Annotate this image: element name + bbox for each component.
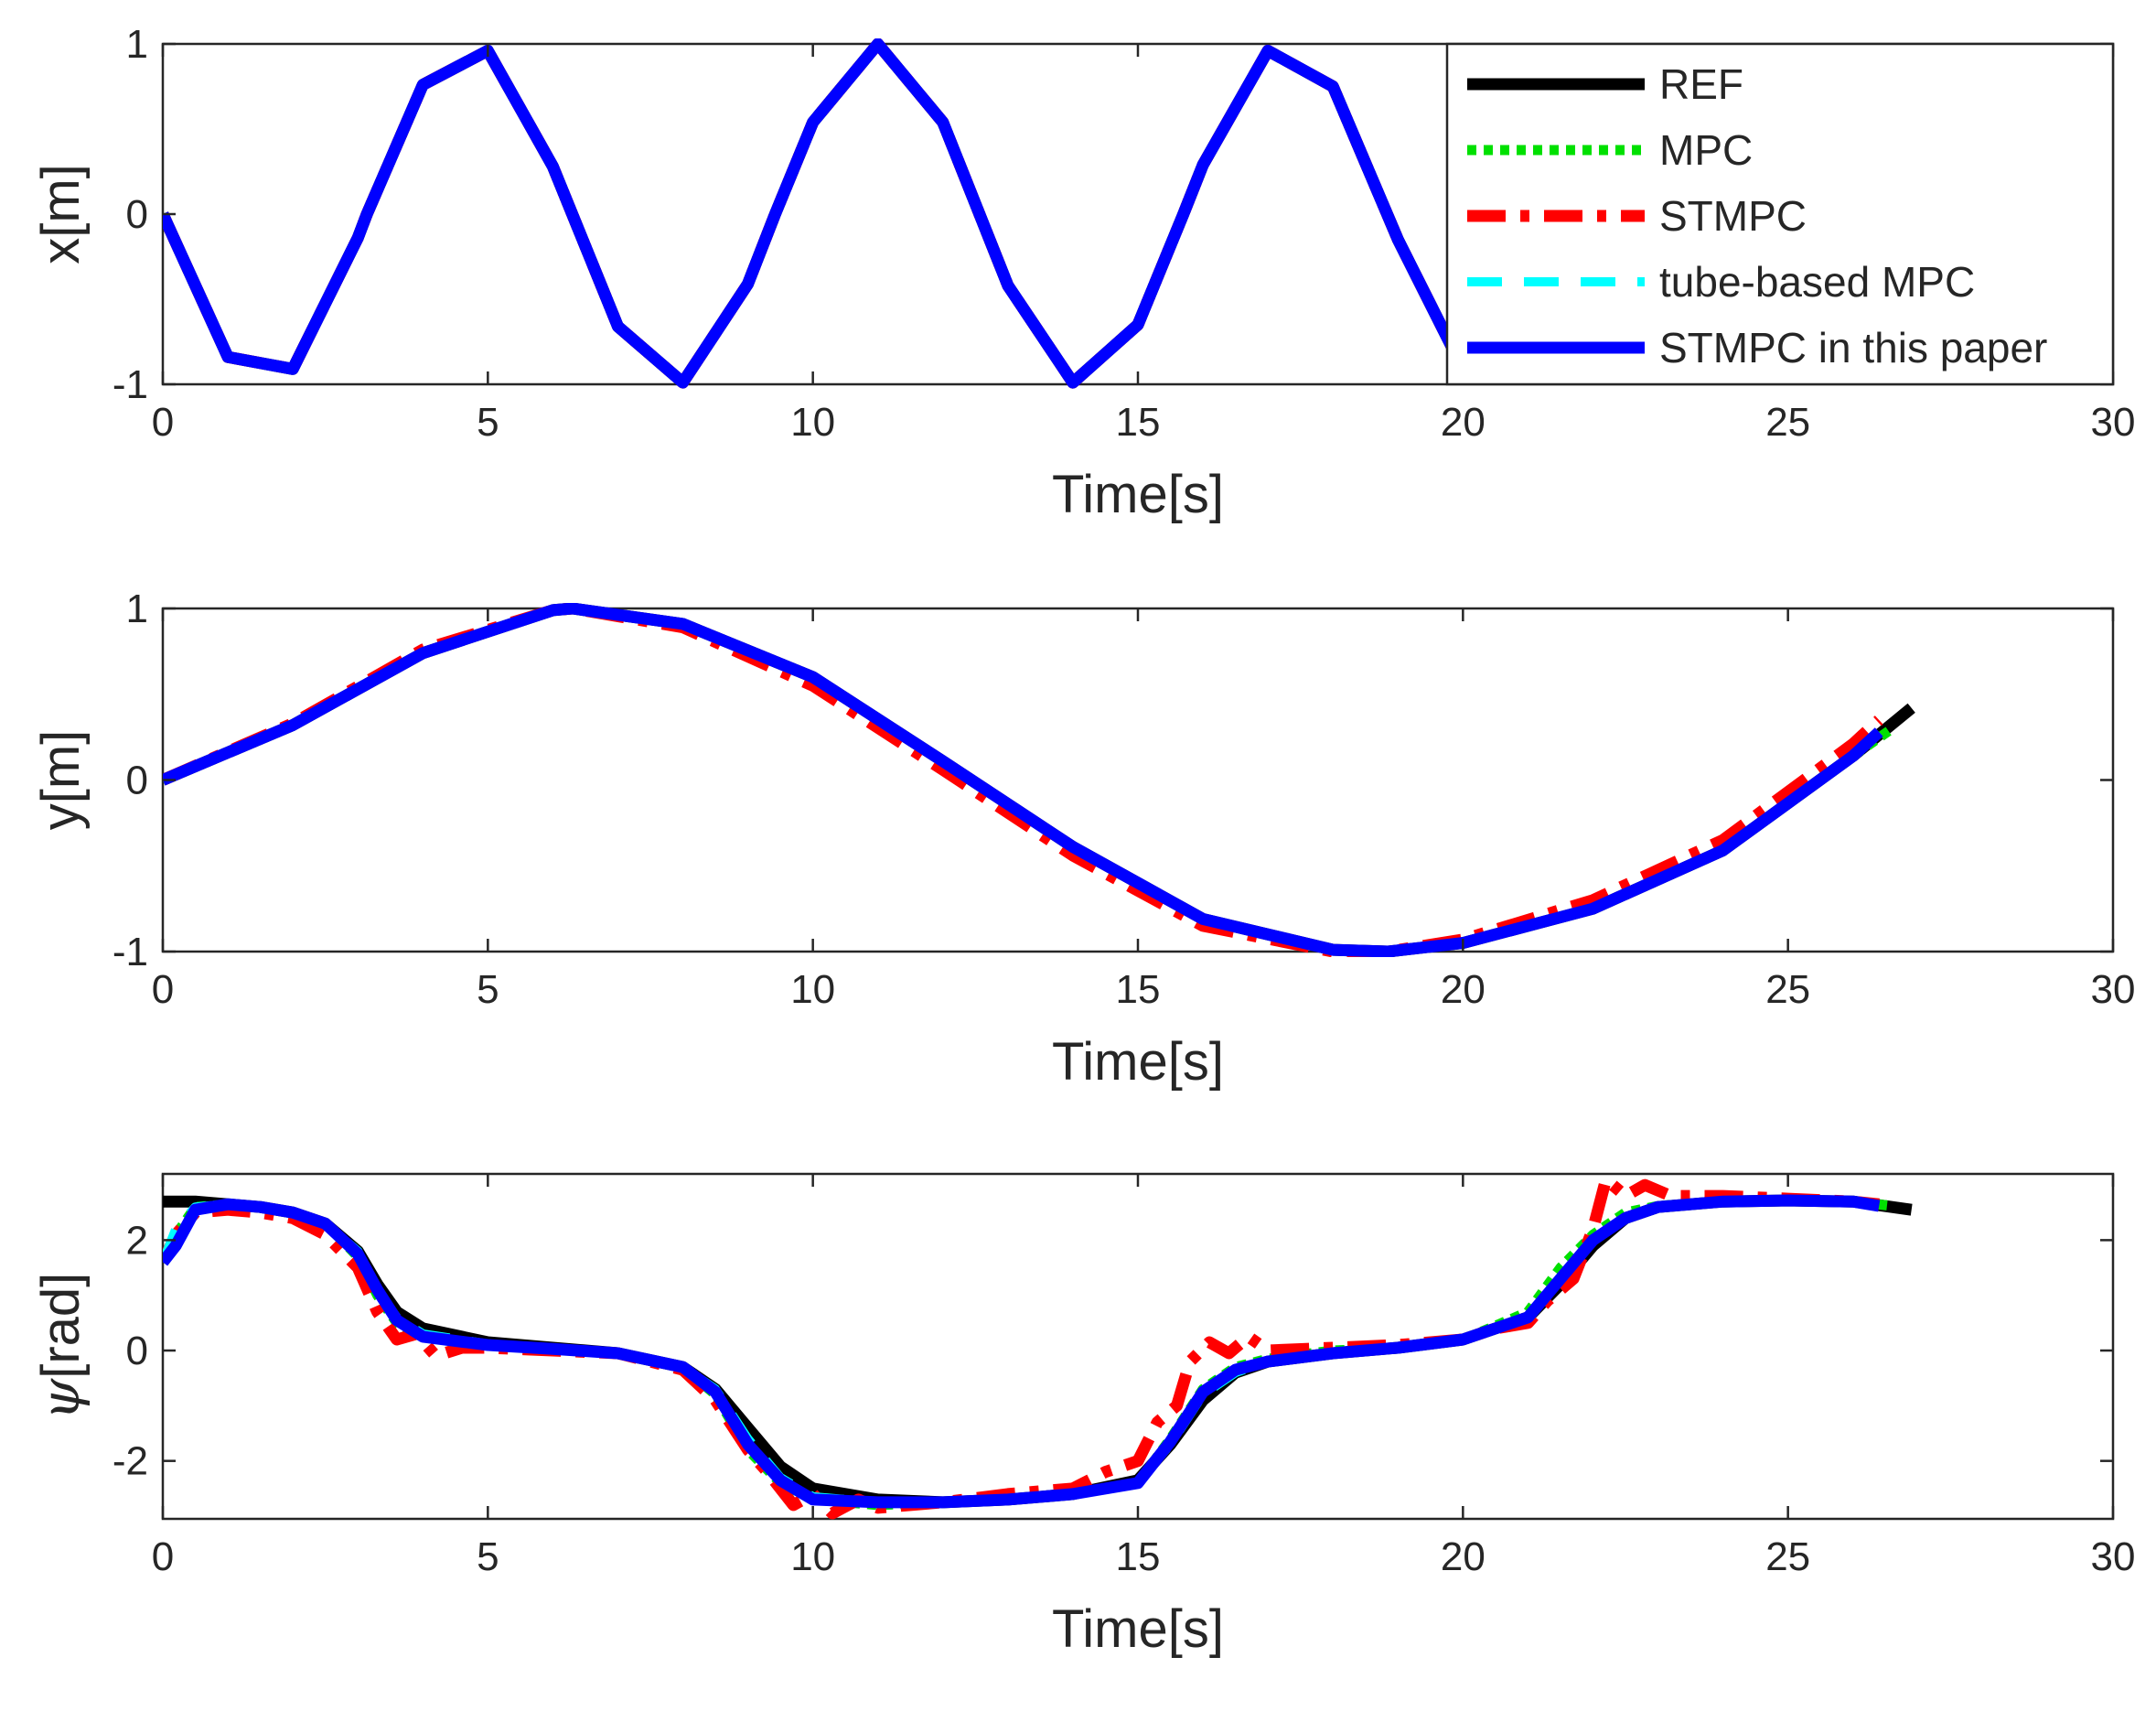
x-tick-label: 25	[1765, 1534, 1810, 1579]
series-line-stmpc	[163, 603, 1883, 957]
x-tick-label: 10	[790, 400, 835, 445]
y-tick-label: 0	[126, 1329, 148, 1373]
legend-entry: tube-based MPC	[1659, 258, 1975, 306]
y-tick-label: -1	[113, 362, 148, 407]
x-tick-label: 0	[152, 1534, 174, 1579]
y-tick-label: 1	[126, 22, 148, 67]
legend-entry: STMPC in this paper	[1659, 324, 2047, 371]
series-group	[163, 603, 1915, 957]
x-tick-label: 15	[1116, 967, 1161, 1012]
legend-entry: REF	[1659, 60, 1743, 108]
y-axis-label: y[m]	[31, 730, 91, 831]
y-tick-label: 2	[126, 1218, 148, 1263]
x-tick-label: 15	[1116, 1534, 1161, 1579]
legend-entry: STMPC	[1659, 192, 1807, 240]
y-tick-label: 0	[126, 192, 148, 237]
x-axis-label: Time[s]	[1052, 465, 1224, 524]
x-tick-label: 30	[2091, 1534, 2136, 1579]
x-tick-label: 25	[1765, 400, 1810, 445]
y-axis-label: x[m]	[31, 164, 91, 264]
series-group	[163, 1173, 1913, 1520]
x-tick-label: 20	[1441, 967, 1486, 1012]
x-tick-label: 0	[152, 400, 174, 445]
x-axis-label: Time[s]	[1052, 1599, 1224, 1659]
panel-psi: 0 5 10 15 20 25 30 -2 0 2 Time[s] ψ[rad]	[29, 1172, 2136, 1659]
y-tick-label: -1	[113, 930, 148, 974]
x-tick-label: 20	[1441, 1534, 1486, 1579]
y-axis-label: ψ[rad]	[29, 1273, 91, 1421]
y-tick-label: -2	[113, 1439, 148, 1484]
series-group	[163, 38, 1651, 389]
series-line-stmpc-in-this-paper	[163, 38, 1651, 389]
x-tick-label: 5	[477, 400, 499, 445]
legend: REF MPC STMPC tube-based MPC STMPC in this p…	[1445, 42, 2115, 386]
x-tick-label: 10	[790, 967, 835, 1012]
legend-entry: MPC	[1659, 126, 1753, 174]
x-tick-label: 15	[1116, 400, 1161, 445]
y-tick-label: 0	[126, 759, 148, 803]
x-tick-label: 20	[1441, 400, 1486, 445]
x-tick-label: 0	[152, 967, 174, 1012]
x-tick-label: 30	[2091, 967, 2136, 1012]
x-tick-label: 30	[2091, 400, 2136, 445]
series-line-stmpc-in-this-paper	[163, 603, 1883, 957]
x-tick-label: 5	[477, 967, 499, 1012]
y-tick-label: 1	[126, 586, 148, 631]
x-tick-label: 10	[790, 1534, 835, 1579]
x-tick-label: 5	[477, 1534, 499, 1579]
series-line-stmpc-in-this-paper	[163, 1194, 1881, 1509]
x-tick-label: 25	[1765, 967, 1810, 1012]
x-axis-label: Time[s]	[1052, 1032, 1224, 1092]
